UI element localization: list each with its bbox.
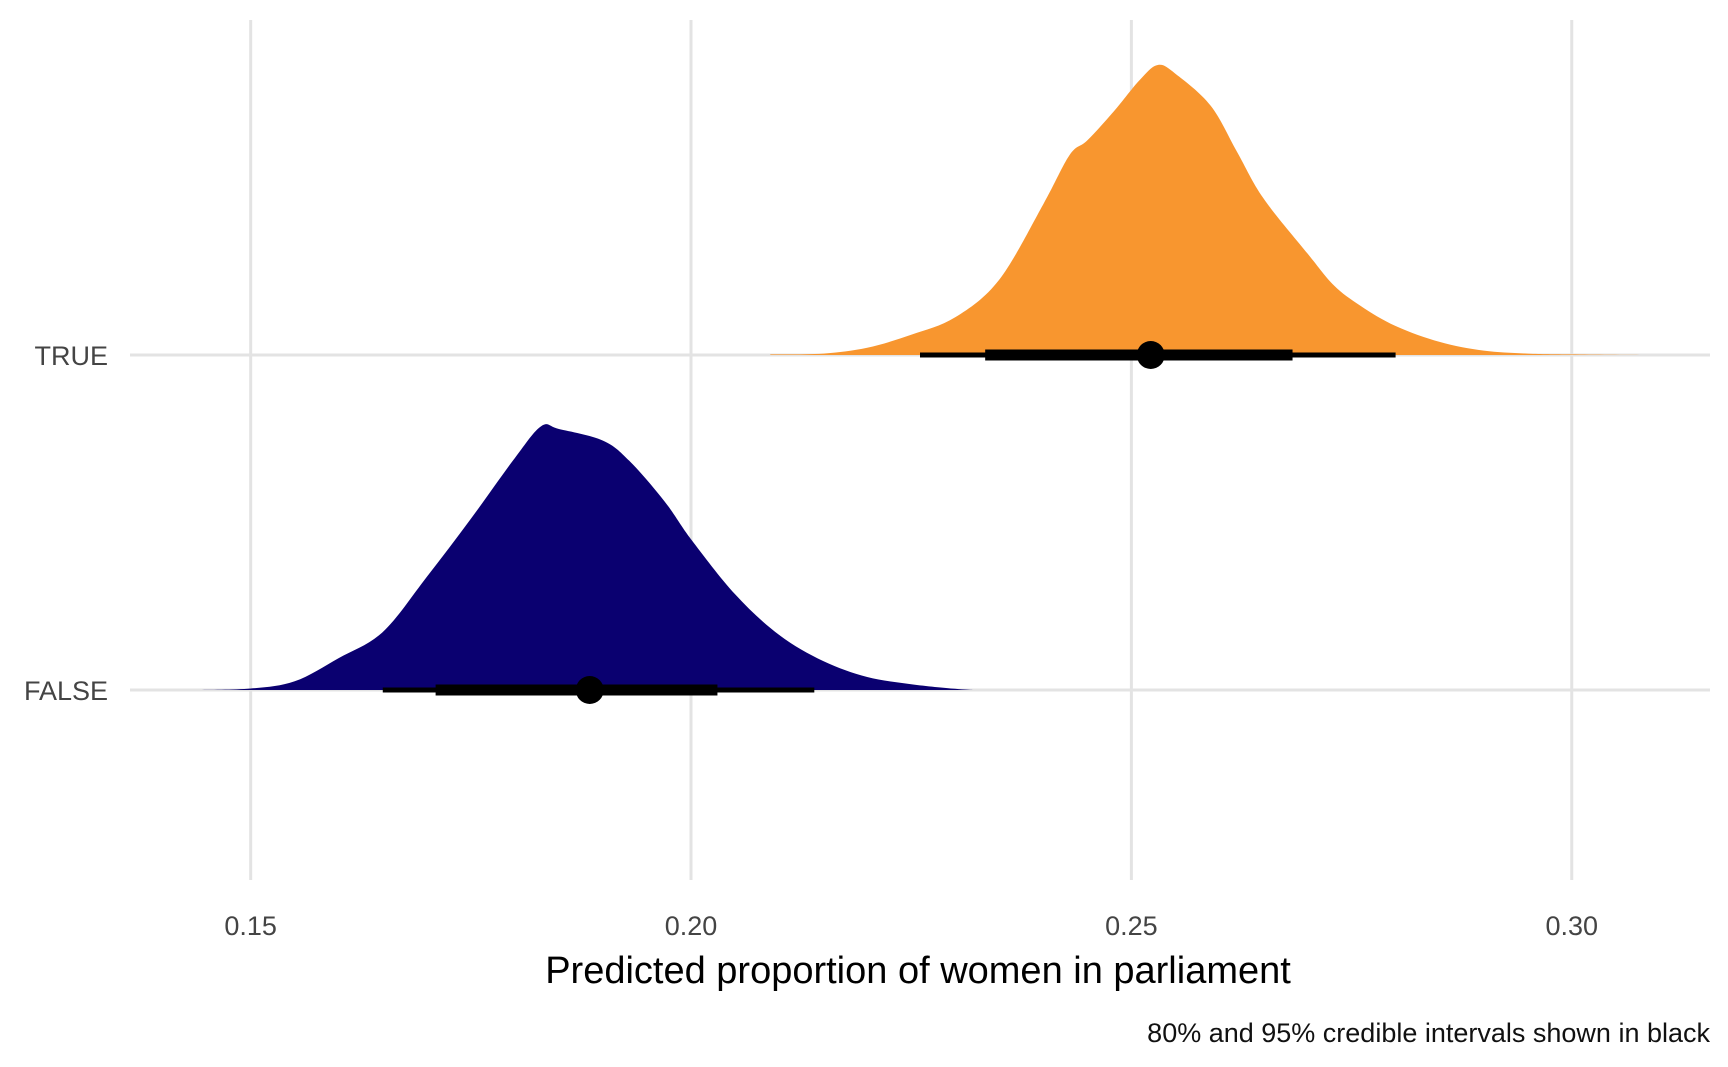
point-estimate-false <box>575 676 604 704</box>
y-category-label: FALSE <box>24 676 108 706</box>
grid-lines <box>130 20 1710 880</box>
x-tick-label: 0.25 <box>1105 911 1158 941</box>
x-tick-label: 0.20 <box>665 911 718 941</box>
caption: 80% and 95% credible intervals shown in … <box>1147 1018 1710 1048</box>
x-tick-label: 0.15 <box>224 911 277 941</box>
density-false <box>197 424 973 690</box>
y-category-label: TRUE <box>35 341 109 371</box>
density-true <box>770 64 1643 356</box>
x-tick-labels: 0.15 0.20 0.25 0.30 <box>224 911 1598 941</box>
y-category-labels: TRUE FALSE <box>24 341 108 706</box>
density-areas <box>197 64 1643 690</box>
point-estimate-true <box>1136 341 1165 369</box>
x-axis-title: Predicted proportion of women in parliam… <box>545 950 1291 992</box>
credible-intervals <box>382 341 1396 704</box>
x-tick-label: 0.30 <box>1545 911 1598 941</box>
